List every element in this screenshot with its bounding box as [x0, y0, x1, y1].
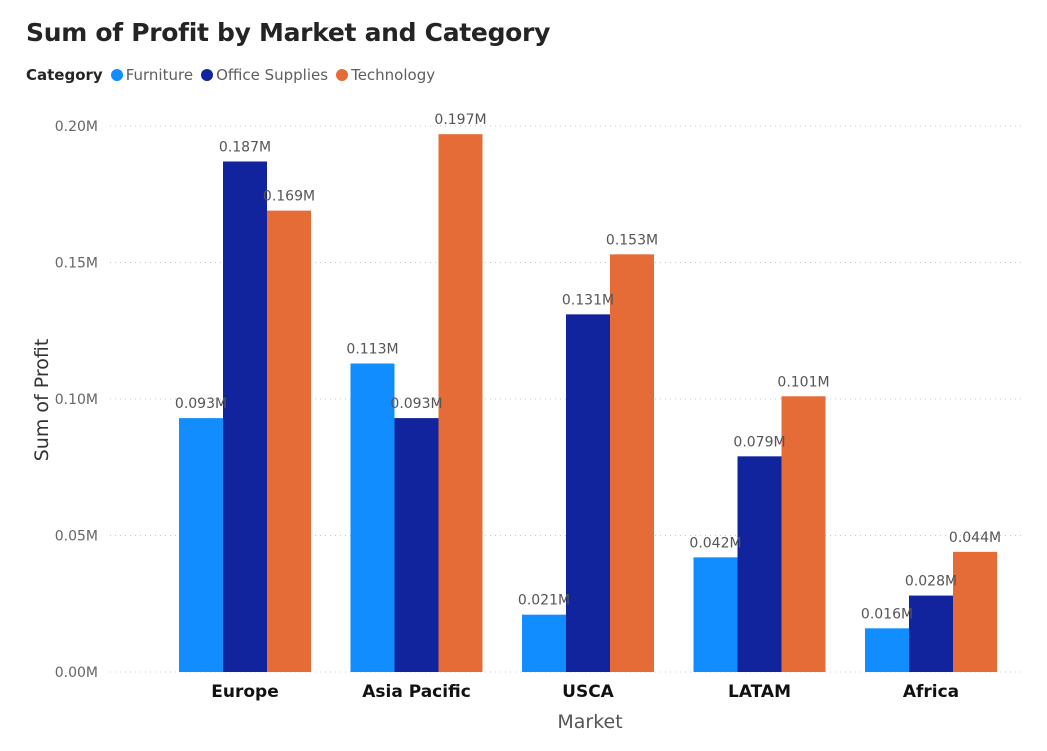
bar-technology[interactable]: [267, 210, 311, 672]
legend-dot-icon: [336, 69, 349, 81]
x-tick-label: Asia Pacific: [362, 682, 471, 702]
y-tick-label: 0.15M: [55, 256, 98, 272]
y-tick-label: 0.20M: [55, 119, 98, 135]
bar-technology[interactable]: [438, 134, 483, 672]
x-axis-categories: Europe Asia Pacific USCA LATAM Africa: [211, 682, 959, 702]
legend-dot-icon: [110, 69, 123, 81]
bar-office-supplies[interactable]: [394, 418, 439, 672]
data-label: 0.021M: [518, 593, 570, 609]
legend-label: Furniture: [125, 66, 194, 84]
legend-label: Office Supplies: [216, 66, 329, 84]
legend: Category Furniture Office Supplies Techn…: [26, 66, 443, 84]
bar-furniture[interactable]: [865, 628, 909, 672]
data-label: 0.016M: [861, 606, 913, 622]
chart-title: Sum of Profit by Market and Category: [26, 18, 551, 47]
legend-title: Category: [26, 66, 103, 84]
bar-office-supplies[interactable]: [566, 314, 610, 672]
data-label: 0.131M: [562, 292, 614, 308]
y-tick-label: 0.05M: [55, 529, 98, 545]
data-label: 0.042M: [689, 535, 741, 551]
y-axis-ticks: 0.00M 0.05M 0.10M 0.15M 0.20M: [55, 119, 98, 681]
data-label: 0.093M: [175, 396, 227, 412]
y-axis-title: Sum of Profit: [31, 339, 53, 462]
bar-furniture[interactable]: [522, 614, 566, 672]
bar-technology[interactable]: [953, 551, 997, 672]
bar-furniture[interactable]: [350, 363, 395, 672]
y-tick-label: 0.10M: [55, 392, 98, 408]
legend-item-furniture[interactable]: Furniture: [110, 66, 194, 84]
bar-office-supplies[interactable]: [223, 161, 267, 673]
bar-office-supplies[interactable]: [909, 595, 953, 672]
y-tick-label: 0.00M: [55, 665, 98, 681]
legend-label: Technology: [351, 66, 436, 84]
data-label: 0.187M: [219, 139, 271, 155]
bar-office-supplies[interactable]: [737, 456, 782, 672]
x-axis-title: Market: [557, 711, 622, 733]
bar-technology[interactable]: [610, 254, 654, 672]
data-labels: 0.093M 0.187M 0.169M 0.113M 0.093M 0.197M 0.02…: [175, 112, 1001, 622]
data-label: 0.028M: [905, 574, 957, 590]
data-label: 0.101M: [777, 374, 829, 390]
data-label: 0.079M: [733, 434, 785, 450]
x-tick-label: Africa: [903, 682, 959, 702]
data-label: 0.197M: [434, 112, 486, 128]
bars: [179, 134, 997, 673]
data-label: 0.093M: [390, 396, 442, 412]
data-label: 0.153M: [606, 232, 658, 248]
bar-furniture[interactable]: [693, 557, 738, 672]
data-label: 0.169M: [263, 189, 315, 205]
x-tick-label: Europe: [211, 682, 278, 702]
bar-furniture[interactable]: [179, 418, 223, 672]
x-tick-label: USCA: [562, 682, 615, 702]
x-tick-label: LATAM: [728, 682, 791, 702]
data-label: 0.113M: [346, 342, 398, 358]
legend-item-technology[interactable]: Technology: [336, 66, 435, 84]
data-label: 0.044M: [949, 530, 1001, 546]
legend-dot-icon: [201, 69, 214, 81]
legend-item-office-supplies[interactable]: Office Supplies: [201, 66, 328, 84]
bar-technology[interactable]: [781, 396, 826, 672]
